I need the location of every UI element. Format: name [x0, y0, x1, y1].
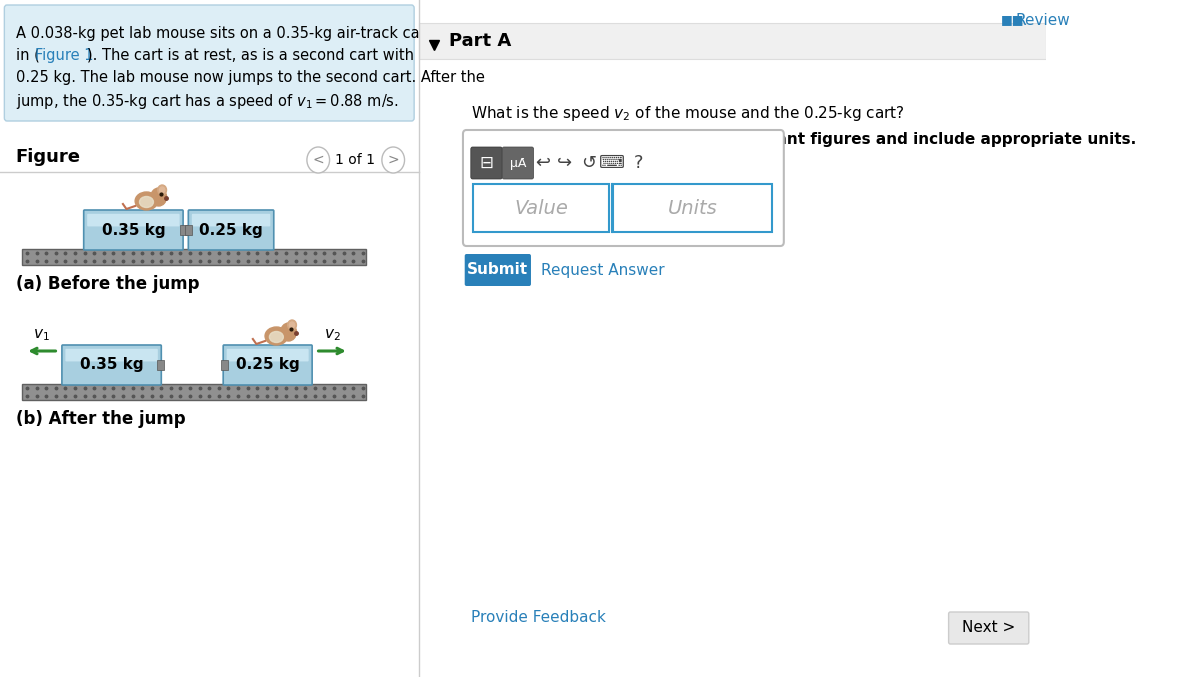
FancyBboxPatch shape: [503, 147, 534, 179]
FancyBboxPatch shape: [949, 612, 1028, 644]
Ellipse shape: [136, 192, 158, 210]
Text: 0.35 kg: 0.35 kg: [79, 357, 144, 372]
Bar: [22, 384, 366, 400]
Text: ↺: ↺: [581, 154, 596, 172]
Text: μȦ: μȦ: [510, 156, 526, 169]
Circle shape: [160, 187, 164, 193]
Text: Value: Value: [515, 198, 569, 217]
Text: Express your answer to two significant figures and include appropriate units.: Express your answer to two significant f…: [470, 132, 1136, 147]
Circle shape: [289, 322, 295, 328]
Text: 0.25 kg. The lab mouse now jumps to the second cart. After the: 0.25 kg. The lab mouse now jumps to the …: [16, 70, 485, 85]
FancyBboxPatch shape: [84, 210, 184, 250]
Text: Figure 1: Figure 1: [35, 48, 94, 63]
Circle shape: [281, 323, 296, 341]
FancyBboxPatch shape: [5, 5, 414, 121]
FancyBboxPatch shape: [464, 254, 530, 286]
Text: in (: in (: [16, 48, 40, 63]
Circle shape: [151, 188, 167, 206]
Bar: [613, 184, 773, 232]
Bar: [180, 225, 187, 235]
Text: Provide Feedback: Provide Feedback: [470, 610, 606, 625]
Text: <: <: [312, 153, 324, 167]
Text: Request Answer: Request Answer: [540, 263, 664, 278]
Text: ■■: ■■: [1001, 13, 1025, 26]
Ellipse shape: [265, 327, 288, 345]
Circle shape: [158, 185, 167, 195]
Text: Units: Units: [668, 198, 718, 217]
FancyBboxPatch shape: [223, 345, 312, 385]
FancyBboxPatch shape: [65, 349, 158, 362]
Circle shape: [288, 320, 296, 330]
Circle shape: [382, 147, 404, 173]
Text: ). The cart is at rest, as is a second cart with a mass of: ). The cart is at rest, as is a second c…: [88, 48, 490, 63]
Ellipse shape: [139, 196, 154, 207]
Text: A 0.038-kg pet lab mouse sits on a 0.35-kg air-track cart, as shown: A 0.038-kg pet lab mouse sits on a 0.35-…: [16, 26, 509, 41]
FancyBboxPatch shape: [192, 214, 270, 226]
Text: 1 of 1: 1 of 1: [335, 153, 374, 167]
Text: $v_1$: $v_1$: [34, 327, 50, 343]
Text: 0.25 kg: 0.25 kg: [235, 357, 300, 372]
Text: ↪: ↪: [558, 154, 572, 172]
Circle shape: [307, 147, 330, 173]
FancyBboxPatch shape: [227, 349, 308, 362]
Text: 0.35 kg: 0.35 kg: [102, 223, 166, 238]
Text: Figure: Figure: [16, 148, 80, 166]
FancyBboxPatch shape: [188, 210, 274, 250]
FancyBboxPatch shape: [88, 214, 180, 226]
Bar: [419, 23, 1046, 59]
Text: ⌨: ⌨: [599, 154, 625, 172]
Text: ?: ?: [634, 154, 643, 172]
Text: (b) After the jump: (b) After the jump: [16, 410, 185, 428]
Text: ↩: ↩: [535, 154, 551, 172]
Bar: [185, 225, 192, 235]
Text: 0.25 kg: 0.25 kg: [199, 223, 263, 238]
Text: Part A: Part A: [449, 32, 511, 50]
FancyBboxPatch shape: [463, 130, 784, 246]
Text: Submit: Submit: [467, 263, 528, 278]
Text: jump, the 0.35-kg cart has a speed of $v_1 = 0.88$ m/s.: jump, the 0.35-kg cart has a speed of $v…: [16, 92, 398, 111]
Ellipse shape: [270, 332, 283, 343]
Text: What is the speed $v_2$ of the mouse and the 0.25-kg cart?: What is the speed $v_2$ of the mouse and…: [470, 104, 905, 123]
Bar: [22, 249, 366, 265]
FancyBboxPatch shape: [62, 345, 161, 385]
Bar: [221, 360, 228, 370]
Text: ⊟: ⊟: [480, 154, 493, 172]
Text: Review: Review: [1015, 13, 1070, 28]
Bar: [473, 184, 610, 232]
Bar: [157, 360, 164, 370]
Text: (a) Before the jump: (a) Before the jump: [16, 275, 199, 293]
Text: Next >: Next >: [962, 621, 1015, 636]
Text: >: >: [388, 153, 400, 167]
Text: $v_2$: $v_2$: [324, 327, 341, 343]
FancyBboxPatch shape: [470, 147, 503, 179]
